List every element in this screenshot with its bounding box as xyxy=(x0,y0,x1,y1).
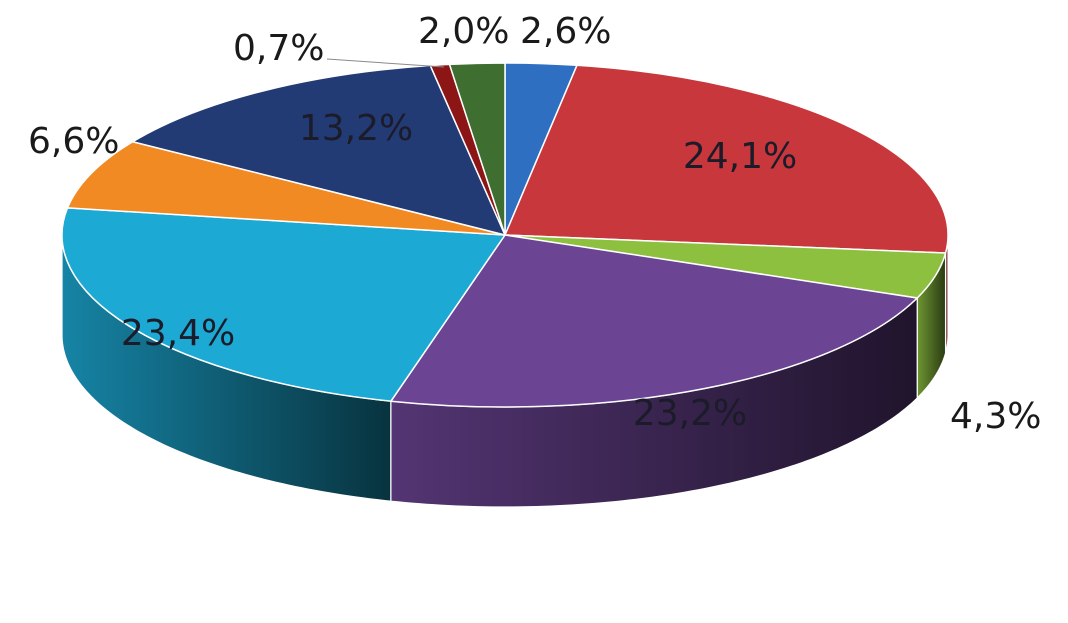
data-label-7: 13,2% xyxy=(299,108,413,149)
data-label-5: 23,4% xyxy=(121,313,235,354)
data-label-9: 2,0% xyxy=(418,11,509,52)
pie-slice-2 xyxy=(504,64,949,254)
pie-slice-9 xyxy=(448,62,506,236)
leader-lines xyxy=(326,58,445,68)
data-labels: 2,6% 24,1% 4,3% 23,2% 23,4% 6,6% 13,2% 0,7% 2,0% xyxy=(28,11,1041,437)
data-label-1: 2,6% xyxy=(520,11,611,52)
data-label-4: 23,2% xyxy=(633,393,747,434)
data-label-6: 6,6% xyxy=(28,121,119,162)
leader-line-8 xyxy=(326,58,445,68)
pie-slices xyxy=(61,62,949,408)
data-label-3: 4,3% xyxy=(950,396,1041,437)
pie-side-walls xyxy=(61,234,949,508)
pie-slice-4 xyxy=(390,234,918,408)
pie-slice-6 xyxy=(66,141,506,236)
pie-slice-7 xyxy=(131,64,506,236)
pie-slice-5 xyxy=(61,207,506,402)
data-label-2: 24,1% xyxy=(683,136,797,177)
data-label-8: 0,7% xyxy=(233,28,324,69)
